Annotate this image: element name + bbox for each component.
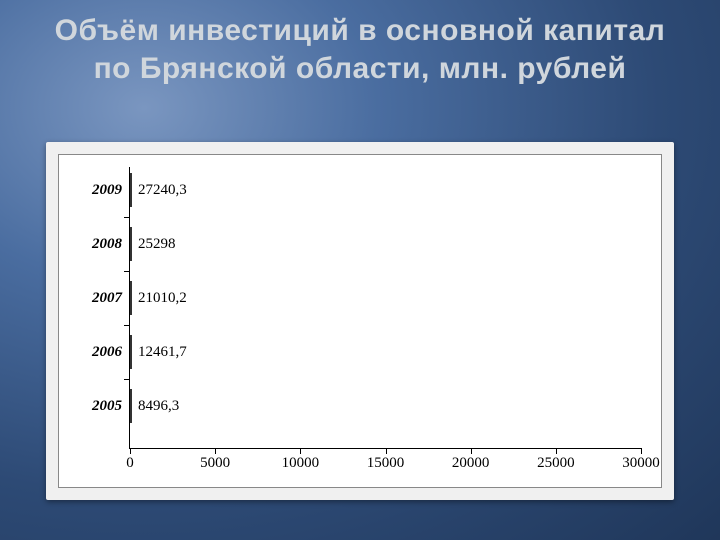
bar-value-label: 8496,3 xyxy=(130,389,179,423)
y-axis-sep xyxy=(124,379,130,380)
x-axis-label: 20000 xyxy=(452,455,490,472)
chart-plot-area: 27240,3200925298200821010,2200712461,720… xyxy=(129,167,641,449)
x-axis-label: 30000 xyxy=(622,455,660,472)
chart-container: 27240,3200925298200821010,2200712461,720… xyxy=(46,142,674,500)
x-axis-tick xyxy=(300,448,301,454)
y-axis-category: 2005 xyxy=(64,389,122,423)
x-axis-tick xyxy=(471,448,472,454)
y-axis-sep xyxy=(124,271,130,272)
y-axis-category: 2009 xyxy=(64,173,122,207)
chart-plot-bg: 27240,3200925298200821010,2200712461,720… xyxy=(58,154,662,488)
y-axis-category: 2008 xyxy=(64,227,122,261)
bar-value-label: 27240,3 xyxy=(130,173,187,207)
x-axis-label: 5000 xyxy=(200,455,230,472)
bar-value-label: 21010,2 xyxy=(130,281,187,315)
slide: Объём инвестиций в основной капитал по Б… xyxy=(0,0,720,540)
x-axis-tick xyxy=(556,448,557,454)
y-axis-sep xyxy=(124,217,130,218)
bar-value-label: 12461,7 xyxy=(130,335,187,369)
y-axis-category: 2006 xyxy=(64,335,122,369)
x-axis-tick xyxy=(215,448,216,454)
x-axis-label: 25000 xyxy=(537,455,575,472)
x-axis-tick xyxy=(130,448,131,454)
x-axis-label: 10000 xyxy=(282,455,320,472)
y-axis-sep xyxy=(124,325,130,326)
slide-title: Объём инвестиций в основной капитал по Б… xyxy=(0,0,720,87)
x-axis-label: 0 xyxy=(126,455,134,472)
x-axis-label: 15000 xyxy=(367,455,405,472)
bar-value-label: 25298 xyxy=(130,227,176,261)
x-axis-tick xyxy=(386,448,387,454)
y-axis-category: 2007 xyxy=(64,281,122,315)
x-axis-tick xyxy=(641,448,642,454)
